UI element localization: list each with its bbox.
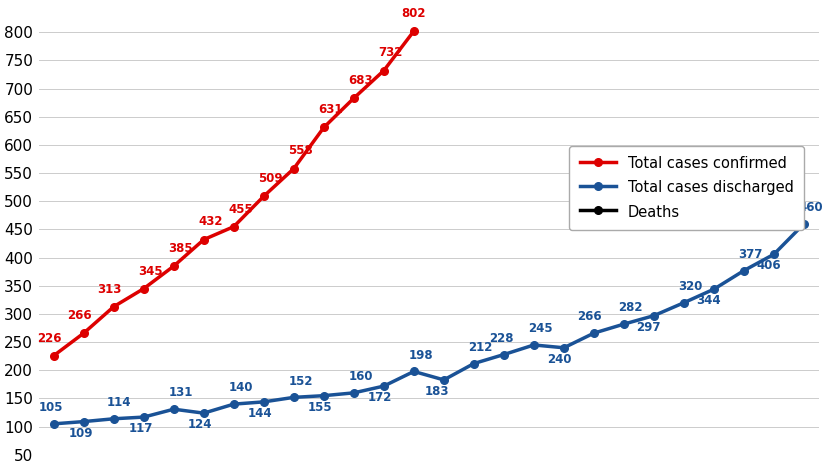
Text: 124: 124 — [188, 418, 212, 431]
Total cases discharged — [769, 251, 779, 257]
Total cases discharged — [229, 402, 239, 407]
Total cases discharged — [679, 300, 689, 306]
Total cases discharged — [439, 377, 449, 383]
Legend: Total cases confirmed, Total cases discharged, Deaths: Total cases confirmed, Total cases disch… — [569, 146, 803, 230]
Text: 109: 109 — [69, 427, 93, 439]
Total cases discharged — [649, 313, 659, 318]
Total cases confirmed — [378, 68, 388, 73]
Total cases discharged — [109, 416, 119, 422]
Total cases confirmed — [109, 304, 119, 309]
Text: 344: 344 — [696, 294, 720, 307]
Text: 385: 385 — [168, 242, 193, 255]
Total cases discharged — [319, 393, 329, 398]
Total cases discharged — [49, 421, 59, 427]
Total cases discharged — [619, 322, 629, 327]
Total cases discharged — [739, 268, 749, 273]
Text: 460: 460 — [798, 201, 823, 214]
Total cases discharged — [499, 352, 509, 358]
Text: 320: 320 — [679, 280, 703, 293]
Text: 172: 172 — [368, 391, 392, 404]
Text: 266: 266 — [578, 310, 602, 323]
Text: 558: 558 — [288, 145, 313, 158]
Text: 377: 377 — [739, 248, 763, 261]
Text: 228: 228 — [489, 332, 513, 345]
Total cases discharged — [559, 345, 569, 351]
Text: 226: 226 — [37, 331, 61, 344]
Total cases discharged — [409, 369, 419, 374]
Text: 509: 509 — [258, 172, 283, 185]
Text: 313: 313 — [97, 283, 122, 295]
Total cases discharged — [349, 390, 359, 395]
Text: 297: 297 — [636, 321, 661, 334]
Total cases confirmed — [259, 193, 269, 199]
Text: 245: 245 — [529, 322, 553, 335]
Text: 144: 144 — [247, 407, 272, 420]
Total cases confirmed — [168, 263, 178, 269]
Text: 802: 802 — [402, 7, 426, 20]
Text: 455: 455 — [228, 203, 253, 216]
Total cases confirmed — [319, 124, 329, 130]
Text: 105: 105 — [39, 401, 63, 414]
Text: 198: 198 — [408, 349, 433, 362]
Total cases discharged — [589, 330, 599, 336]
Total cases discharged — [378, 383, 388, 389]
Total cases discharged — [799, 221, 809, 227]
Text: 683: 683 — [349, 74, 373, 87]
Total cases discharged — [709, 286, 719, 292]
Text: 155: 155 — [307, 401, 332, 414]
Total cases discharged — [259, 399, 269, 405]
Total cases discharged — [139, 414, 149, 420]
Total cases discharged — [199, 410, 209, 416]
Text: 117: 117 — [129, 422, 154, 435]
Total cases discharged — [289, 395, 299, 400]
Text: 240: 240 — [548, 353, 572, 366]
Text: 140: 140 — [228, 381, 253, 395]
Text: 432: 432 — [198, 215, 223, 228]
Total cases confirmed — [409, 28, 419, 34]
Text: 114: 114 — [107, 396, 131, 409]
Text: 212: 212 — [469, 341, 493, 354]
Total cases discharged — [469, 361, 479, 366]
Total cases confirmed — [229, 224, 239, 229]
Line: Total cases discharged: Total cases discharged — [50, 220, 808, 428]
Text: 183: 183 — [425, 385, 449, 398]
Text: 282: 282 — [618, 301, 643, 314]
Total cases discharged — [79, 419, 89, 424]
Text: 131: 131 — [168, 387, 193, 400]
Total cases discharged — [529, 342, 539, 348]
Text: 631: 631 — [319, 103, 343, 117]
Text: 160: 160 — [349, 370, 373, 383]
Text: 266: 266 — [67, 309, 92, 322]
Total cases confirmed — [199, 237, 209, 242]
Text: 345: 345 — [139, 264, 163, 278]
Total cases confirmed — [139, 286, 149, 292]
Text: 152: 152 — [289, 375, 313, 388]
Total cases confirmed — [79, 330, 89, 336]
Total cases confirmed — [289, 166, 299, 171]
Total cases discharged — [168, 406, 178, 412]
Total cases confirmed — [49, 353, 59, 358]
Total cases confirmed — [349, 95, 359, 101]
Line: Total cases confirmed: Total cases confirmed — [50, 27, 417, 359]
Text: 732: 732 — [378, 46, 403, 59]
Text: 406: 406 — [756, 259, 781, 272]
